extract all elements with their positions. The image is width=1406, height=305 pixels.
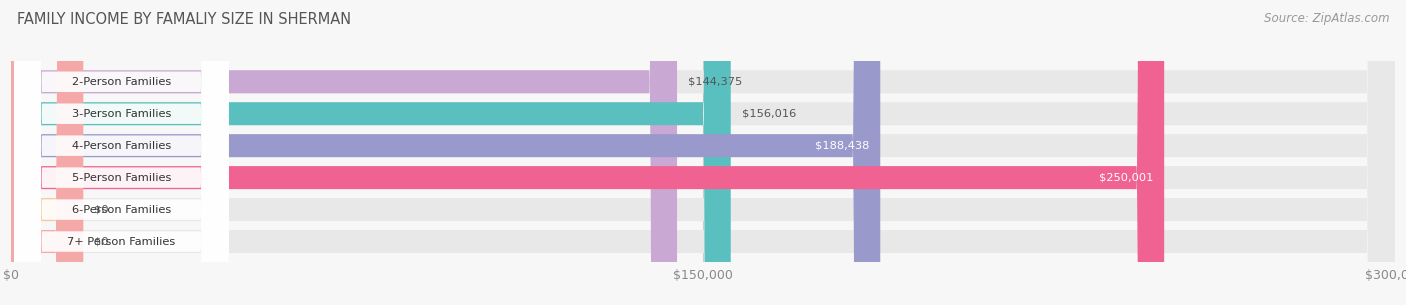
FancyBboxPatch shape	[14, 0, 228, 305]
Text: Source: ZipAtlas.com: Source: ZipAtlas.com	[1264, 12, 1389, 25]
Text: $0: $0	[94, 237, 108, 246]
FancyBboxPatch shape	[11, 0, 731, 305]
Text: 3-Person Families: 3-Person Families	[72, 109, 172, 119]
FancyBboxPatch shape	[11, 0, 880, 305]
FancyBboxPatch shape	[14, 0, 228, 305]
Text: 7+ Person Families: 7+ Person Families	[67, 237, 176, 246]
Text: $156,016: $156,016	[742, 109, 796, 119]
FancyBboxPatch shape	[11, 0, 1395, 305]
Text: 5-Person Families: 5-Person Families	[72, 173, 172, 183]
FancyBboxPatch shape	[14, 0, 228, 305]
FancyBboxPatch shape	[11, 0, 1395, 305]
FancyBboxPatch shape	[14, 0, 228, 305]
FancyBboxPatch shape	[14, 0, 228, 305]
FancyBboxPatch shape	[11, 0, 1164, 305]
Text: FAMILY INCOME BY FAMALIY SIZE IN SHERMAN: FAMILY INCOME BY FAMALIY SIZE IN SHERMAN	[17, 12, 352, 27]
FancyBboxPatch shape	[11, 0, 83, 305]
FancyBboxPatch shape	[11, 0, 1395, 305]
Text: $0: $0	[94, 205, 108, 215]
FancyBboxPatch shape	[11, 0, 678, 305]
FancyBboxPatch shape	[11, 0, 1395, 305]
Text: 4-Person Families: 4-Person Families	[72, 141, 172, 151]
Text: 2-Person Families: 2-Person Families	[72, 77, 172, 87]
Text: $144,375: $144,375	[688, 77, 742, 87]
Text: $250,001: $250,001	[1098, 173, 1153, 183]
FancyBboxPatch shape	[14, 0, 228, 305]
Text: 6-Person Families: 6-Person Families	[72, 205, 172, 215]
FancyBboxPatch shape	[11, 0, 1395, 305]
FancyBboxPatch shape	[11, 0, 83, 305]
Text: $188,438: $188,438	[815, 141, 869, 151]
FancyBboxPatch shape	[11, 0, 1395, 305]
